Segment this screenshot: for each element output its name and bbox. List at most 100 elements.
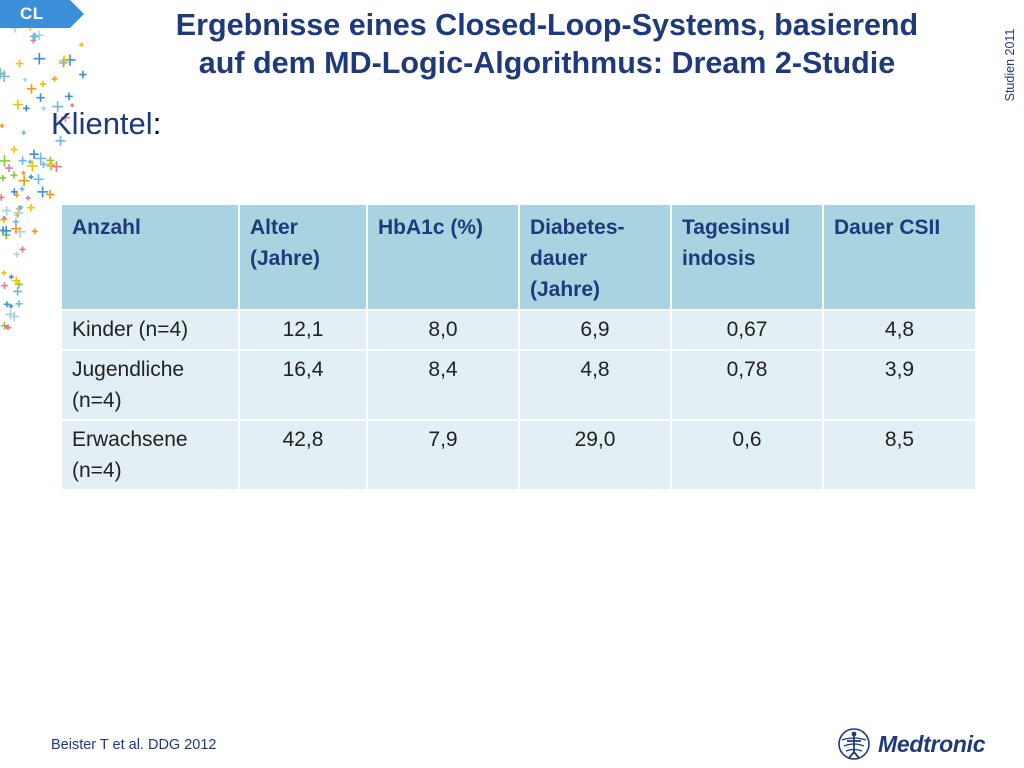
side-label-text: Studien 2011 xyxy=(1003,28,1017,102)
decorative-star xyxy=(52,101,64,112)
decorative-star xyxy=(41,105,47,111)
table-cell: 42,8 xyxy=(240,421,366,489)
decorative-star xyxy=(28,174,34,180)
decorative-star xyxy=(10,188,18,196)
column-header: Diabetes-dauer (Jahre) xyxy=(520,205,670,309)
decorative-star xyxy=(4,324,12,330)
decorative-star xyxy=(5,164,14,173)
column-header-line: Alter xyxy=(250,216,298,239)
decorative-star xyxy=(1,226,11,236)
decorative-star xyxy=(15,300,23,308)
decorative-star xyxy=(14,212,20,218)
decorative-star xyxy=(47,160,55,168)
table-header-row: Anzahl Alter (Jahre) HbA1c (%) Diabetes-daue… xyxy=(62,205,975,309)
subtitle-text: Klientel xyxy=(51,106,153,141)
decorative-star xyxy=(18,175,30,187)
table-row: Jugendliche (n=4) 16,4 8,4 4,8 0,78 3,9 xyxy=(62,351,975,419)
decorative-star xyxy=(0,194,5,201)
column-header-line: (Jahre) xyxy=(530,278,601,301)
decorative-star xyxy=(12,99,23,110)
table-cell: 0,78 xyxy=(672,351,822,419)
subtitle-colon: : xyxy=(152,106,162,141)
decorative-star xyxy=(39,80,47,88)
decorative-star xyxy=(23,77,28,82)
decorative-star xyxy=(8,303,14,309)
row-label: Kinder (n=4) xyxy=(62,311,238,349)
logo-text: Medtronic xyxy=(878,730,986,757)
patient-data-table: Anzahl Alter (Jahre) HbA1c (%) Diabetes-daue… xyxy=(60,203,977,491)
table-cell: 8,5 xyxy=(824,421,975,489)
table-cell: 16,4 xyxy=(240,351,366,419)
table-cell: 29,0 xyxy=(520,421,670,489)
slide-title: Ergebnisse eines Closed-Loop-Systems, ba… xyxy=(112,6,982,82)
table-cell: 4,8 xyxy=(824,311,975,349)
decorative-star xyxy=(27,203,35,212)
decorative-star xyxy=(33,174,44,185)
decorative-star xyxy=(0,174,6,182)
decorative-star xyxy=(13,207,24,218)
decorative-star xyxy=(19,186,25,192)
decorative-star xyxy=(13,251,20,258)
row-label-line: Erwachsene xyxy=(72,428,188,451)
decorative-star xyxy=(33,52,46,65)
title-line-2: auf dem MD-Logic-Algorithmus: Dream 2-St… xyxy=(198,46,896,80)
table-cell: 8,0 xyxy=(368,311,518,349)
decorative-star xyxy=(79,70,87,79)
decorative-star xyxy=(1,270,7,276)
decorative-star xyxy=(32,228,38,235)
decorative-star xyxy=(10,146,18,154)
decorative-star xyxy=(21,170,26,176)
decorative-star xyxy=(50,161,62,173)
row-label-line: Jugendliche xyxy=(72,358,185,381)
row-label-line: Kinder (n=4) xyxy=(72,318,189,341)
decorative-star xyxy=(21,130,27,135)
table-row: Erwachsene (n=4) 42,8 7,9 29,0 0,6 8,5 xyxy=(62,421,975,489)
decorative-star xyxy=(23,105,30,112)
table-cell: 0,6 xyxy=(672,421,822,489)
decorative-star xyxy=(3,301,10,308)
decorative-star xyxy=(0,68,6,79)
decorative-star xyxy=(58,55,70,67)
column-header-line: Tagesinsul xyxy=(682,216,791,239)
decorative-star xyxy=(26,160,38,172)
section-subtitle: Klientel: xyxy=(51,106,161,142)
decorative-star xyxy=(0,70,10,83)
decorative-star xyxy=(5,309,16,320)
decorative-star xyxy=(37,186,48,198)
decorative-star xyxy=(2,215,7,221)
column-header: Tagesinsul indosis xyxy=(672,205,822,309)
row-label-line: (n=4) xyxy=(72,389,122,412)
decorative-star xyxy=(45,189,55,199)
decorative-star xyxy=(34,152,47,165)
decorative-star xyxy=(18,205,24,210)
medtronic-figure-icon xyxy=(838,728,870,760)
table-cell: 0,67 xyxy=(672,311,822,349)
row-label-line: (n=4) xyxy=(72,459,122,482)
decorative-star xyxy=(12,218,20,225)
column-header: Alter (Jahre) xyxy=(240,205,366,309)
decorative-star xyxy=(12,276,21,285)
decorative-star xyxy=(25,195,31,201)
column-header: HbA1c (%) xyxy=(368,205,518,309)
decorative-star xyxy=(65,92,73,101)
decorative-star xyxy=(1,205,12,216)
decorative-star xyxy=(15,59,24,68)
decorative-star xyxy=(79,42,84,48)
cl-badge-label: CL xyxy=(20,4,44,23)
column-header-line: Anzahl xyxy=(72,216,141,239)
decorative-star xyxy=(34,30,44,40)
decorative-star xyxy=(40,161,47,168)
decorative-star xyxy=(10,171,18,179)
column-header: Anzahl xyxy=(62,205,238,309)
decorative-star xyxy=(1,282,8,290)
table-cell: 4,8 xyxy=(520,351,670,419)
decorative-star xyxy=(29,149,39,159)
decorative-star xyxy=(19,246,26,253)
column-header-line: indosis xyxy=(682,247,756,270)
decorative-star xyxy=(26,84,37,94)
decorative-star xyxy=(0,123,5,129)
table-cell: 6,9 xyxy=(520,311,670,349)
column-header-line: Diabetes- xyxy=(530,216,625,239)
decorative-star xyxy=(51,75,58,82)
column-header-line: Dauer CSII xyxy=(834,216,941,239)
